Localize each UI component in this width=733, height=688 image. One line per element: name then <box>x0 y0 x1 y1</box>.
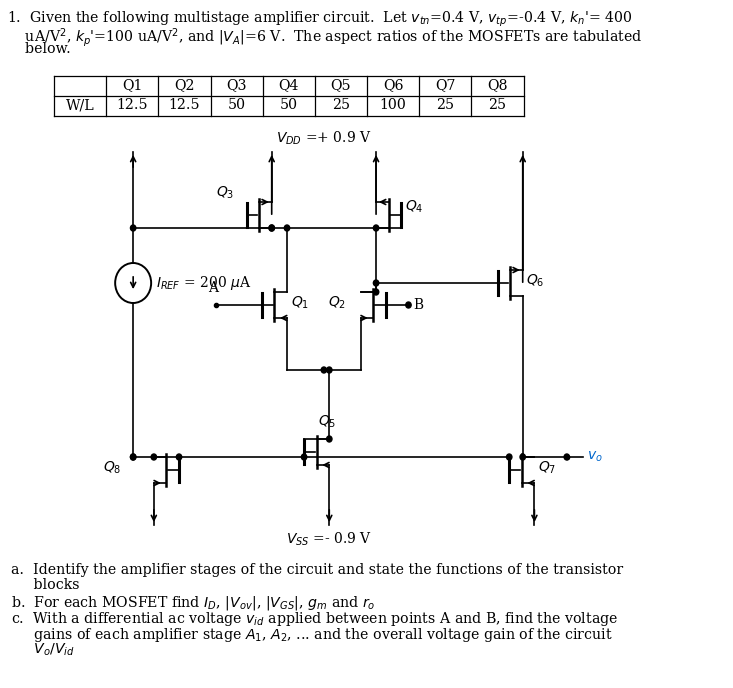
Circle shape <box>327 367 332 373</box>
Circle shape <box>284 225 290 231</box>
Text: $V_{DD}$ =+ 0.9 V: $V_{DD}$ =+ 0.9 V <box>276 129 372 147</box>
Text: 25: 25 <box>488 98 507 112</box>
Text: 100: 100 <box>380 98 407 112</box>
Circle shape <box>130 454 136 460</box>
Text: $I_{REF}$ = 200 $\mu$A: $I_{REF}$ = 200 $\mu$A <box>155 274 251 292</box>
Text: 25: 25 <box>332 98 350 112</box>
Text: gains of each amplifier stage $A_1$, $A_2$, ... and the overall voltage gain of : gains of each amplifier stage $A_1$, $A_… <box>11 626 613 644</box>
Circle shape <box>327 436 332 442</box>
Text: $Q_5$: $Q_5$ <box>318 413 337 430</box>
Text: Q8: Q8 <box>487 78 508 92</box>
Text: W/L: W/L <box>66 98 95 112</box>
Text: $V_{SS}$ =- 0.9 V: $V_{SS}$ =- 0.9 V <box>287 531 372 548</box>
Circle shape <box>151 454 157 460</box>
Text: 1.  Given the following multistage amplifier circuit.  Let $v_{tn}$=0.4 V, $v_{t: 1. Given the following multistage amplif… <box>7 10 633 30</box>
Circle shape <box>406 302 411 308</box>
Circle shape <box>269 225 274 231</box>
Text: Q4: Q4 <box>279 78 299 92</box>
Text: A: A <box>208 281 218 295</box>
Circle shape <box>373 289 379 295</box>
Text: $Q_4$: $Q_4$ <box>405 199 424 215</box>
Text: $Q_3$: $Q_3$ <box>216 185 234 201</box>
Circle shape <box>301 454 307 460</box>
Circle shape <box>321 367 327 373</box>
Text: below.: below. <box>7 42 71 56</box>
Circle shape <box>269 225 274 231</box>
Text: 50: 50 <box>227 98 246 112</box>
Text: 12.5: 12.5 <box>117 98 148 112</box>
Circle shape <box>520 454 526 460</box>
Text: $V_o/V_{id}$: $V_o/V_{id}$ <box>11 642 75 658</box>
Text: b.  For each MOSFET find $I_D$, $|V_{ov}|$, $|V_{GS}|$, $g_m$ and $r_o$: b. For each MOSFET find $I_D$, $|V_{ov}|… <box>11 594 375 612</box>
Text: $Q_2$: $Q_2$ <box>328 294 347 311</box>
Circle shape <box>373 280 379 286</box>
Text: $Q_8$: $Q_8$ <box>103 460 122 476</box>
Text: Q5: Q5 <box>331 78 351 92</box>
Text: uA/V$^2$, $k_p$'=100 uA/V$^2$, and $|V_A|$=6 V.  The aspect ratios of the MOSFET: uA/V$^2$, $k_p$'=100 uA/V$^2$, and $|V_A… <box>7 26 643 49</box>
Text: B: B <box>413 298 423 312</box>
Text: Q7: Q7 <box>435 78 456 92</box>
Text: blocks: blocks <box>11 578 79 592</box>
Circle shape <box>130 454 136 460</box>
Text: Q2: Q2 <box>174 78 195 92</box>
Text: a.  Identify the amplifier stages of the circuit and state the functions of the : a. Identify the amplifier stages of the … <box>11 563 623 577</box>
Text: Q3: Q3 <box>226 78 247 92</box>
Text: 12.5: 12.5 <box>169 98 200 112</box>
Text: 25: 25 <box>436 98 454 112</box>
Text: $v_o$: $v_o$ <box>586 450 603 464</box>
Text: $Q_7$: $Q_7$ <box>538 460 556 476</box>
Circle shape <box>130 225 136 231</box>
Text: c.  With a differential ac voltage $v_{id}$ applied between points A and B, find: c. With a differential ac voltage $v_{id… <box>11 610 618 628</box>
Text: 50: 50 <box>280 98 298 112</box>
Text: Q1: Q1 <box>122 78 142 92</box>
Text: Q6: Q6 <box>383 78 403 92</box>
Circle shape <box>564 454 570 460</box>
Circle shape <box>373 225 379 231</box>
Circle shape <box>177 454 182 460</box>
Text: $Q_6$: $Q_6$ <box>526 273 545 289</box>
Circle shape <box>507 454 512 460</box>
Text: $Q_1$: $Q_1$ <box>290 294 309 311</box>
